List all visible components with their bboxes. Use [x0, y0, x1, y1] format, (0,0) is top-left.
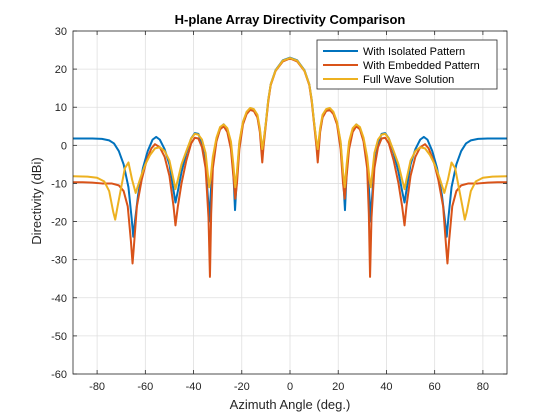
x-tick-label: 40 — [380, 381, 392, 393]
y-tick-label: -40 — [51, 293, 67, 305]
x-tick-label: -20 — [234, 381, 250, 393]
series-layer — [73, 56, 507, 278]
y-tick-label: -10 — [51, 178, 67, 190]
y-tick-label: 20 — [55, 64, 67, 76]
legend-label-isolated: With Isolated Pattern — [363, 46, 465, 58]
legend: With Isolated Pattern With Embedded Patt… — [316, 39, 498, 90]
legend-label-embedded: With Embedded Pattern — [363, 60, 480, 72]
y-tick-label: -50 — [51, 331, 67, 343]
y-tick-label: -30 — [51, 255, 67, 267]
x-tick-label: 0 — [287, 381, 293, 393]
legend-label-fullwave: Full Wave Solution — [363, 74, 454, 86]
y-tick-label: 30 — [55, 26, 67, 38]
axis-ticks — [73, 30, 507, 375]
y-tick-label: 0 — [61, 140, 67, 152]
y-tick-label: -20 — [51, 217, 67, 229]
x-axis-title: Azimuth Angle (deg.) — [230, 397, 351, 412]
x-tick-label: -80 — [89, 381, 105, 393]
y-tick-label: 10 — [55, 102, 67, 114]
x-tick-label: 60 — [429, 381, 441, 393]
x-tick-label: -60 — [137, 381, 153, 393]
chart-title: H-plane Array Directivity Comparison — [175, 12, 406, 27]
x-tick-label: -40 — [186, 381, 202, 393]
y-tick-label: -60 — [51, 369, 67, 381]
x-tick-label: 20 — [332, 381, 344, 393]
x-tick-label: 80 — [477, 381, 489, 393]
series-line-full-wave — [73, 57, 507, 221]
y-axis-title: Directivity (dBi) — [29, 157, 44, 244]
tick-labels: -80 -60 -40 -20 0 20 40 60 80 -60 -50 -40 -30 -20 -10 0… — [51, 26, 489, 393]
